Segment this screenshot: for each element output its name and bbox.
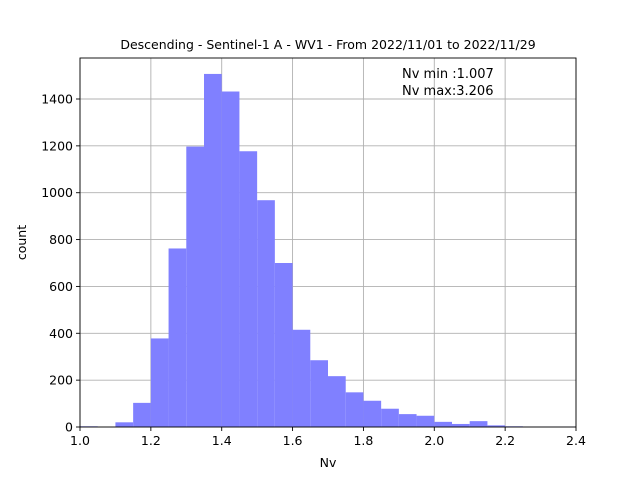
x-tick-label: 1.2 [141, 433, 161, 448]
y-tick-label: 0 [65, 420, 73, 435]
histogram-bar [398, 414, 417, 427]
x-tick-label: 2.0 [424, 433, 444, 448]
histogram-bar [363, 400, 382, 427]
y-tick-label: 600 [49, 279, 73, 294]
x-tick-label: 1.6 [283, 433, 303, 448]
histogram-bar [310, 360, 328, 427]
histogram-bar [487, 425, 506, 427]
nv-min-annotation: Nv min :1.007 [402, 67, 494, 82]
x-tick-label: 1.4 [212, 433, 232, 448]
histogram-bar [239, 151, 258, 427]
histogram-bar [274, 263, 293, 427]
x-axis-ticks: 1.0 1.2 1.4 1.6 1.8 2.0 2.2 2.4 [70, 427, 586, 448]
histogram-bar [469, 421, 488, 427]
y-tick-label: 400 [49, 326, 73, 341]
histogram-bar [204, 73, 222, 427]
histogram-bar [115, 422, 134, 427]
x-tick-label: 2.2 [495, 433, 515, 448]
y-tick-label: 1000 [41, 185, 73, 200]
histogram-bar [345, 392, 364, 427]
plot-frame [79, 57, 577, 428]
y-tick-label: 1400 [41, 92, 73, 107]
x-tick-label: 2.4 [566, 433, 586, 448]
nv-max-annotation: Nv max:3.206 [402, 84, 493, 99]
x-tick-label: 1.8 [353, 433, 373, 448]
histogram-bar [186, 146, 204, 427]
y-tick-label: 800 [49, 232, 73, 247]
histogram-bar [168, 248, 187, 427]
histogram-bar [452, 423, 470, 427]
histogram-bar [150, 338, 169, 427]
histogram-bar [381, 408, 399, 427]
histogram-bar [328, 376, 346, 427]
histogram-bars [80, 73, 576, 427]
y-axis-label: count [14, 225, 29, 260]
grid-lines [79, 58, 577, 428]
y-axis-ticks: 0 200 400 600 800 1000 1200 1400 [41, 92, 80, 435]
x-axis-label: Nv [320, 455, 337, 470]
histogram-bar [416, 415, 435, 427]
histogram-bar [434, 421, 452, 427]
histogram-bar [257, 200, 275, 427]
y-tick-label: 1200 [41, 138, 73, 153]
histogram-bar [133, 402, 151, 427]
y-tick-label: 200 [49, 373, 73, 388]
histogram-bar [221, 91, 240, 427]
x-tick-label: 1.0 [70, 433, 90, 448]
histogram-bar [292, 329, 311, 427]
chart-title: Descending - Sentinel-1 A - WV1 - From 2… [120, 37, 535, 52]
